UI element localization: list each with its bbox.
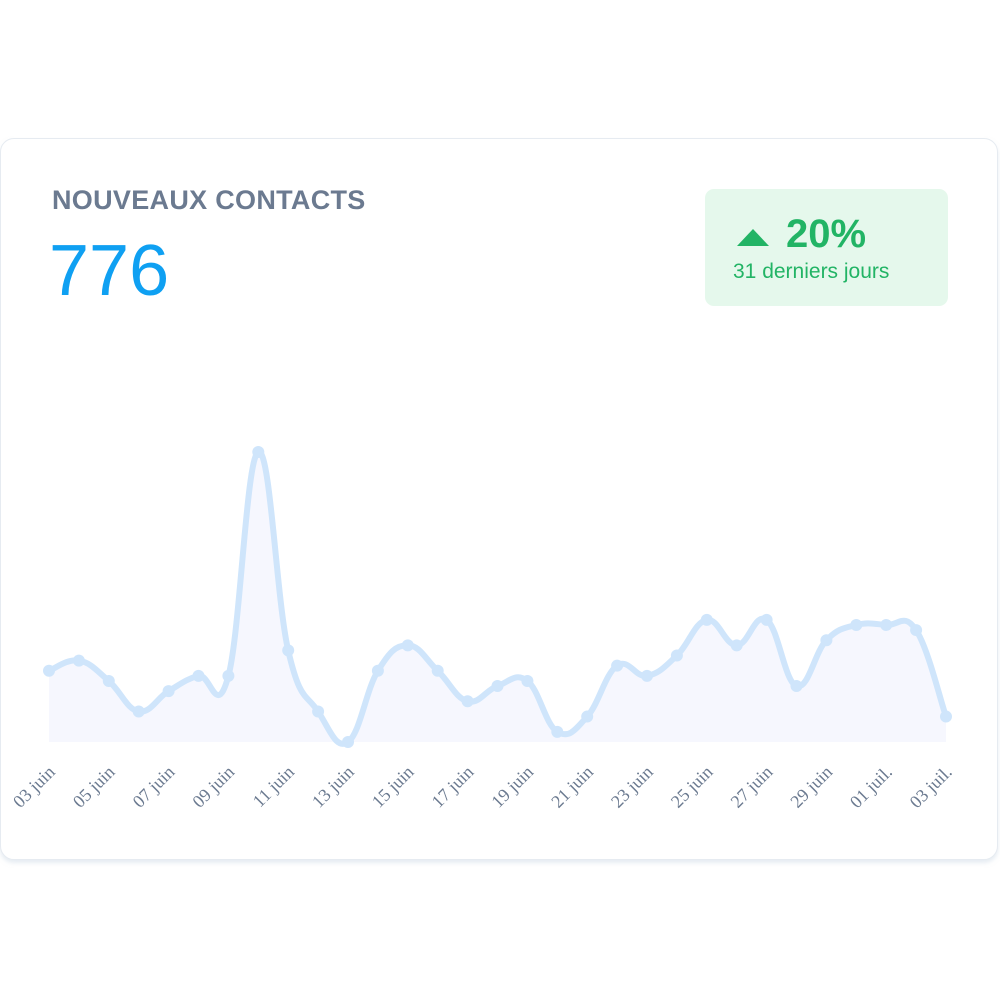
data-point[interactable]	[461, 695, 474, 708]
x-tick-label: 25 juin	[667, 762, 717, 812]
data-point[interactable]	[820, 634, 833, 647]
data-point[interactable]	[760, 613, 773, 626]
data-point[interactable]	[192, 669, 205, 682]
triangle-up-icon	[737, 229, 769, 246]
data-point[interactable]	[521, 674, 534, 687]
x-tick-label: 29 juin	[786, 762, 836, 812]
x-tick-label: 19 juin	[487, 762, 537, 812]
data-point[interactable]	[670, 649, 683, 662]
data-point[interactable]	[132, 705, 145, 718]
contacts-count: 776	[49, 231, 170, 311]
card-title: NOUVEAUX CONTACTS	[52, 185, 366, 215]
data-point[interactable]	[282, 644, 295, 657]
contacts-chart: 03 juin 05 juin 07 juin 09 juin 11 juin 13 ju…	[9, 446, 956, 812]
data-point[interactable]	[162, 685, 175, 698]
data-point[interactable]	[910, 624, 923, 637]
x-tick-label: 05 juin	[69, 762, 119, 812]
data-point[interactable]	[43, 664, 55, 677]
data-point[interactable]	[850, 618, 863, 631]
trend-badge: 20% 31 derniers jours	[705, 189, 948, 306]
data-point[interactable]	[312, 705, 325, 718]
data-point[interactable]	[581, 710, 594, 723]
data-point[interactable]	[551, 725, 564, 738]
x-tick-label: 15 juin	[368, 762, 418, 812]
data-point[interactable]	[880, 618, 893, 631]
x-tick-label: 21 juin	[547, 762, 597, 812]
x-tick-label: 01 juil.	[846, 762, 896, 812]
new-contacts-card: NOUVEAUX CONTACTS 776 20% 31 derniers jo…	[0, 138, 998, 860]
data-point[interactable]	[222, 669, 235, 682]
x-tick-label: 07 juin	[129, 762, 179, 812]
data-point[interactable]	[371, 664, 384, 677]
data-point[interactable]	[940, 710, 952, 723]
data-point[interactable]	[252, 446, 265, 458]
x-tick-label: 03 juin	[9, 762, 59, 812]
x-tick-label: 17 juin	[428, 762, 478, 812]
data-point[interactable]	[491, 680, 504, 693]
data-point[interactable]	[611, 659, 624, 672]
x-tick-label: 11 juin	[249, 762, 298, 811]
x-tick-label: 09 juin	[188, 762, 238, 812]
x-tick-label: 23 juin	[607, 762, 657, 812]
x-tick-label: 13 juin	[308, 762, 358, 812]
data-point[interactable]	[730, 639, 743, 652]
data-point[interactable]	[72, 654, 85, 667]
data-point[interactable]	[431, 664, 444, 677]
trend-period: 31 derniers jours	[733, 260, 890, 283]
chart-area	[49, 451, 946, 744]
data-point[interactable]	[790, 680, 803, 693]
chart-points	[43, 446, 952, 748]
trend-percent: 20%	[786, 212, 867, 256]
data-point[interactable]	[401, 639, 414, 652]
x-tick-label: 03 juil.	[906, 762, 956, 812]
data-point[interactable]	[102, 674, 115, 687]
data-point[interactable]	[342, 736, 354, 748]
x-axis-ticks: 03 juin 05 juin 07 juin 09 juin 11 juin 13 ju…	[9, 762, 956, 812]
data-point[interactable]	[641, 669, 653, 682]
data-point[interactable]	[700, 613, 713, 626]
x-tick-label: 27 juin	[727, 762, 777, 812]
